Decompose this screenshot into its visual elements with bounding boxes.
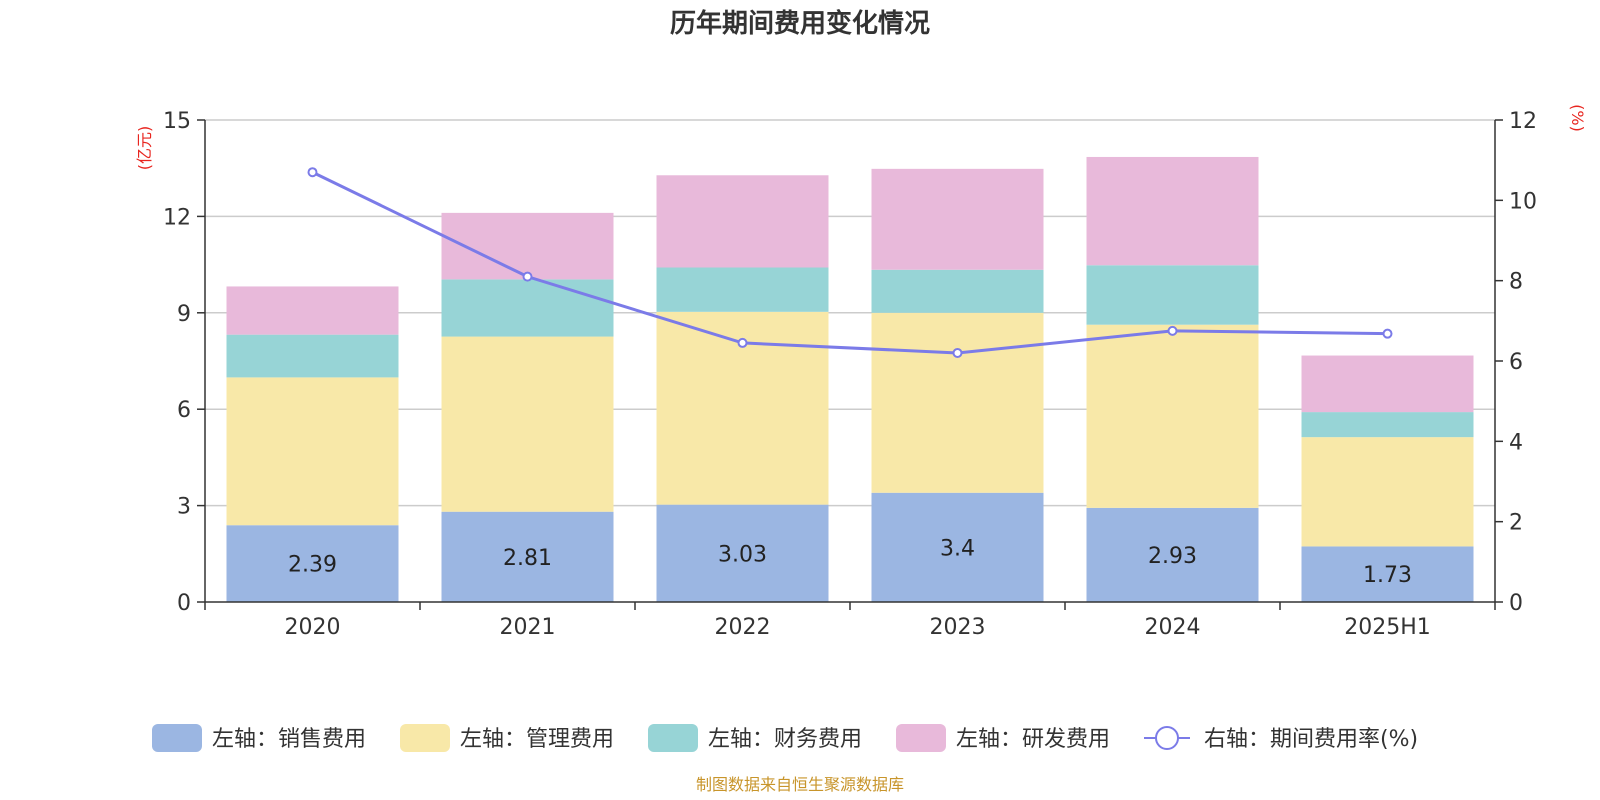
legend-label: 右轴：期间费用率(%) <box>1204 727 1418 752</box>
data-label: 2.93 <box>1148 544 1197 569</box>
bar-segment <box>656 267 829 312</box>
rate-point <box>522 271 533 282</box>
x-tick-label: 2020 <box>285 615 341 640</box>
legend-swatch <box>896 724 946 752</box>
bar-segment <box>871 269 1044 313</box>
data-label: 1.73 <box>1363 563 1412 588</box>
bar-segment <box>1086 156 1259 266</box>
bar-segment <box>1301 412 1474 438</box>
data-label: 2.39 <box>288 553 337 578</box>
left-tick-label: 3 <box>177 495 191 520</box>
bar-segment <box>226 525 399 602</box>
bar-segment <box>871 168 1044 270</box>
rate-point <box>307 167 318 178</box>
bars: 2.39 2.81 3.03 3.4 2.93 1.73 <box>226 156 1474 602</box>
data-label: 2.81 <box>503 546 552 571</box>
left-tick-label: 6 <box>177 398 191 423</box>
left-axis-unit: (亿元) <box>135 126 154 171</box>
bar-segment <box>1301 355 1474 413</box>
bar-segment <box>871 312 1044 493</box>
legend-swatch <box>400 724 450 752</box>
left-tick-label: 0 <box>177 591 191 616</box>
bar-segment <box>1086 324 1259 508</box>
bar-segment <box>226 334 399 378</box>
data-source: 制图数据来自恒生聚源数据库 <box>696 775 904 794</box>
x-tick-label: 2024 <box>1145 615 1201 640</box>
x-tick-label: 2021 <box>500 615 556 640</box>
x-tick-label: 2022 <box>715 615 771 640</box>
bar-segment <box>1301 546 1474 602</box>
bar-segment <box>656 175 829 268</box>
data-label: 3.4 <box>940 536 975 561</box>
axes: 0 3 6 9 12 15 0 2 4 6 8 10 12 2020 2021 2022 2023 2024 202… <box>163 109 1537 640</box>
x-tick-label: 2023 <box>930 615 986 640</box>
right-tick-label: 12 <box>1509 109 1537 134</box>
rate-point <box>1382 328 1393 339</box>
x-tick-label: 2025H1 <box>1344 615 1431 640</box>
grid-lines <box>205 119 1495 507</box>
rate-point <box>952 347 963 358</box>
bar-segment <box>871 492 1044 602</box>
bar-segment <box>441 212 614 280</box>
bar-segment <box>441 279 614 337</box>
right-tick-label: 4 <box>1509 430 1523 455</box>
right-tick-label: 0 <box>1509 591 1523 616</box>
chart-title: 历年期间费用变化情况 <box>670 8 930 39</box>
legend-label: 左轴：管理费用 <box>460 727 614 752</box>
rate-point <box>1167 325 1178 336</box>
rate-point <box>737 337 748 348</box>
legend-swatch <box>152 724 202 752</box>
bar-segment <box>441 511 614 602</box>
left-tick-label: 15 <box>163 109 191 134</box>
data-label: 3.03 <box>718 542 767 567</box>
bar-segment <box>656 504 829 602</box>
bar-segment <box>1086 507 1259 602</box>
right-axis-unit: (%) <box>1568 104 1587 132</box>
legend: 左轴：销售费用 左轴：管理费用 左轴：财务费用 左轴：研发费用 右轴：期间费用率(%) <box>152 724 1418 752</box>
right-tick-label: 2 <box>1509 511 1523 536</box>
rate-line-path <box>311 170 1388 355</box>
bar-segment <box>1086 265 1259 325</box>
rate-line <box>307 167 1393 358</box>
bar-segment <box>226 286 399 335</box>
legend-label: 左轴：销售费用 <box>212 727 366 752</box>
right-tick-label: 10 <box>1509 189 1537 214</box>
legend-label: 左轴：财务费用 <box>708 727 862 752</box>
legend-swatch <box>648 724 698 752</box>
right-tick-label: 6 <box>1509 350 1523 375</box>
left-tick-label: 12 <box>163 205 191 230</box>
legend-circle-swatch <box>1155 726 1179 750</box>
bar-segment <box>1301 437 1474 547</box>
legend-label: 左轴：研发费用 <box>956 727 1110 752</box>
right-tick-label: 8 <box>1509 270 1523 295</box>
bar-segment <box>226 377 399 526</box>
left-tick-label: 9 <box>177 302 191 327</box>
bar-segment <box>441 336 614 512</box>
